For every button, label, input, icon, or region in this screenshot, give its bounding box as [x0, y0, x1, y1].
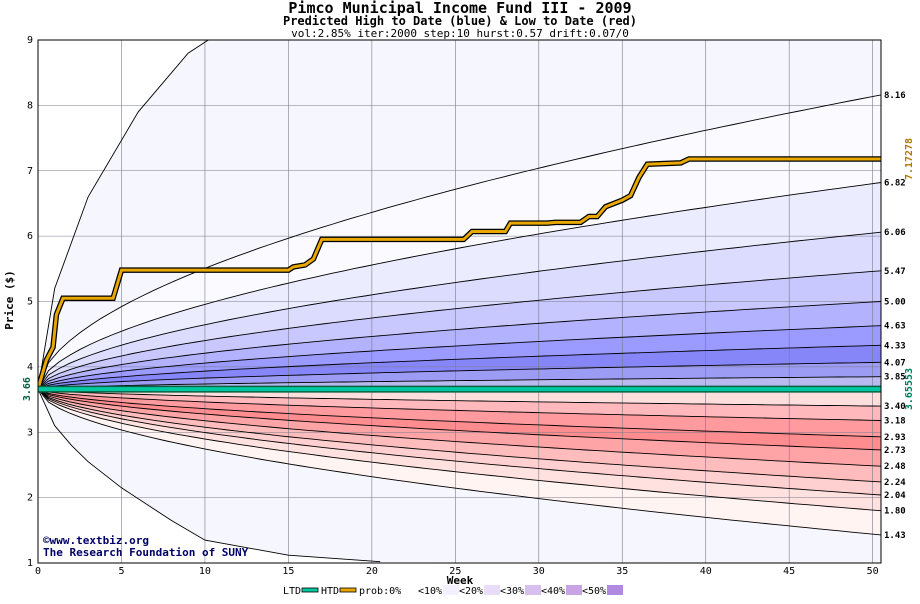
- high-band-label: 4.33: [884, 341, 906, 351]
- chart-params: vol:2.85% iter:2000 step:10 hurst:0.57 d…: [291, 27, 629, 40]
- band-boundary-line: [38, 388, 881, 512]
- band-boundary-line: [38, 301, 881, 390]
- band-boundary-line: [38, 388, 881, 496]
- band-boundary-line: [38, 388, 881, 483]
- band-boundary-line: [38, 388, 881, 438]
- x-tick-label: 25: [449, 566, 461, 577]
- x-axis-label: Week: [447, 574, 474, 587]
- legend-label: <10%: [418, 586, 442, 597]
- ltd-end-value: 3.65553: [904, 368, 915, 410]
- high-band-label: 8.16: [884, 91, 906, 101]
- x-tick-label: 20: [366, 566, 378, 577]
- low-band-label: 2.24: [884, 478, 906, 488]
- legend-label-htd: HTD: [321, 586, 339, 597]
- band-boundary-line: [38, 361, 881, 390]
- plot-frame: [37, 39, 882, 564]
- legend-label: <50%: [582, 586, 606, 597]
- high-band-label: 3.85: [884, 373, 906, 383]
- x-tick-label: 10: [199, 566, 211, 577]
- band-boundary-line: [38, 388, 881, 536]
- upper-envelope-line: [38, 40, 209, 390]
- band-boundary-line: [38, 388, 881, 467]
- x-tick-label: 50: [867, 566, 879, 577]
- band-boundary-line: [38, 344, 881, 390]
- low-band-label: 2.04: [884, 491, 906, 501]
- y-tick-label: 4: [27, 362, 33, 373]
- plot-area: 0 5 10 15 20 25 30 35 40 45 501234567898.166.826.0…: [22, 35, 915, 577]
- legend-swatch: [525, 585, 541, 595]
- x-tick-label: 0: [35, 566, 41, 577]
- low-band-label: 2.93: [884, 433, 906, 443]
- high-band-label: 6.06: [884, 228, 906, 238]
- band-boundary-line: [38, 231, 881, 390]
- x-tick-label: 5: [118, 566, 124, 577]
- y-tick-label: 6: [27, 231, 33, 242]
- band-boundary-line: [38, 182, 881, 390]
- plot-clip-group: [38, 40, 881, 563]
- legend-label: <30%: [500, 586, 524, 597]
- htd-line: [38, 157, 881, 390]
- y-tick-label: 7: [27, 166, 33, 177]
- y-tick-label: 2: [27, 493, 33, 504]
- legend: LTD HTD prob:0% <10% <20% <30% <40% <50%: [283, 585, 623, 597]
- high-band-label: 5.00: [884, 298, 906, 308]
- start-price-label: 3.66: [22, 377, 33, 401]
- chart-subtitle: Predicted High to Date (blue) & Low to D…: [283, 14, 637, 28]
- band-boundary-line: [38, 388, 881, 451]
- high-band-label: 5.47: [884, 267, 906, 277]
- band-boundary-line: [38, 325, 881, 390]
- legend-line-ltd: [301, 587, 319, 593]
- high-band-label: 4.07: [884, 358, 906, 368]
- legend-swatch: [607, 585, 623, 595]
- legend-swatch: [443, 585, 459, 595]
- legend-swatch: [484, 585, 500, 595]
- x-tick-label: 40: [700, 566, 712, 577]
- low-band-label: 1.43: [884, 531, 906, 541]
- x-tick-label: 45: [783, 566, 795, 577]
- y-tick-label: 3: [27, 427, 33, 438]
- credit-line-2: The Research Foundation of SUNY: [43, 546, 249, 559]
- legend-label: <40%: [541, 586, 565, 597]
- legend-label: <20%: [459, 586, 483, 597]
- low-band-label: 2.48: [884, 462, 906, 472]
- band-boundary-line: [38, 388, 881, 407]
- legend-swatch: [402, 585, 418, 595]
- high-band-label: 4.63: [884, 322, 906, 332]
- y-tick-label: 8: [27, 100, 33, 111]
- legend-line-htd: [339, 587, 357, 593]
- low-band-label: 3.40: [884, 402, 906, 412]
- legend-swatch: [566, 585, 582, 595]
- band-boundary-line: [38, 376, 881, 390]
- x-tick-label: 30: [533, 566, 545, 577]
- credit-line-1: ©www.textbiz.org: [43, 534, 149, 547]
- low-band-label: 1.80: [884, 507, 906, 517]
- y-tick-label: 9: [27, 35, 33, 46]
- legend-label-ltd: LTD: [283, 586, 301, 597]
- chart-title: Pimco Municipal Income Fund III - 2009: [288, 0, 631, 17]
- low-band-label: 2.73: [884, 446, 906, 456]
- band-boundary-line: [38, 388, 881, 421]
- x-tick-label: 15: [282, 566, 294, 577]
- high-band-label: 6.82: [884, 179, 906, 189]
- y-tick-label: 5: [27, 297, 33, 308]
- legend-label: prob:0%: [359, 586, 401, 597]
- low-band-9: [38, 389, 881, 407]
- band-boundary-line: [38, 94, 881, 390]
- band-boundary-line: [38, 270, 881, 390]
- htd-end-value: 7.17278: [904, 138, 915, 180]
- low-band-label: 3.18: [884, 416, 906, 426]
- x-tick-label: 35: [616, 566, 628, 577]
- y-axis-label: Price ($): [3, 270, 16, 330]
- y-tick-label: 1: [27, 558, 33, 569]
- lower-envelope-line: [38, 388, 381, 563]
